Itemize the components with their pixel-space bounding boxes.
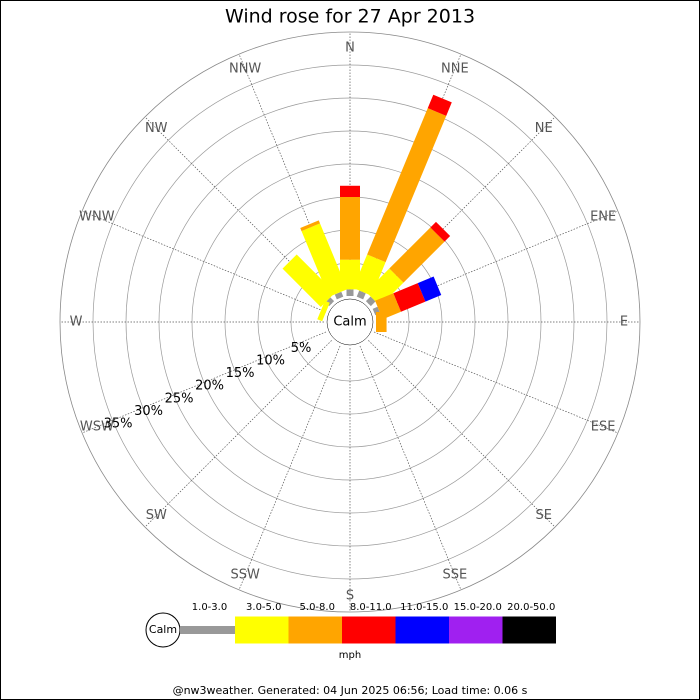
bar-segment bbox=[375, 312, 387, 332]
bar-segment bbox=[427, 94, 452, 116]
bar-segment bbox=[340, 185, 360, 197]
spoke bbox=[368, 116, 556, 304]
calm-circle bbox=[326, 298, 374, 346]
direction-label: SE bbox=[536, 508, 552, 523]
legend-swatch bbox=[342, 616, 396, 644]
spoke bbox=[144, 340, 332, 528]
legend-label: 3.0-5.0 bbox=[246, 602, 281, 613]
legend-label: 20.0-50.0 bbox=[507, 602, 555, 613]
bar-segment bbox=[389, 227, 445, 283]
bar-segment bbox=[301, 223, 348, 297]
direction-label: E bbox=[620, 315, 628, 330]
spoke bbox=[238, 53, 341, 299]
legend-label: 15.0-20.0 bbox=[454, 602, 502, 613]
bar-segment bbox=[353, 254, 386, 296]
bar-segment bbox=[367, 108, 447, 263]
bar-segment bbox=[430, 221, 451, 242]
direction-label: WNW bbox=[79, 210, 115, 225]
legend-calm-label: Calm bbox=[149, 623, 177, 636]
direction-label: WSW bbox=[80, 419, 114, 434]
legend-swatch bbox=[288, 616, 342, 644]
legend-label: 8.0-11.0 bbox=[350, 602, 392, 613]
direction-label: NNW bbox=[229, 61, 261, 76]
legend-swatch bbox=[449, 616, 503, 644]
bar-segment bbox=[346, 289, 354, 296]
bar-segment bbox=[300, 220, 320, 232]
legend-swatch bbox=[502, 616, 556, 644]
bar-segment bbox=[340, 197, 360, 260]
ring-label: 20% bbox=[195, 379, 224, 394]
legend-label: 5.0-8.0 bbox=[300, 602, 335, 613]
spoke bbox=[144, 116, 332, 304]
legend-swatch bbox=[395, 616, 449, 644]
direction-label: ESE bbox=[591, 419, 616, 434]
direction-label: SSW bbox=[230, 568, 260, 583]
chart-title: Wind rose for 27 Apr 2013 bbox=[225, 6, 475, 28]
outer-ring bbox=[59, 31, 641, 613]
legend-swatch bbox=[235, 616, 289, 644]
bar-segment bbox=[340, 259, 360, 290]
spoke bbox=[359, 53, 462, 299]
ring-label: 30% bbox=[134, 404, 163, 419]
spoke bbox=[81, 210, 327, 313]
bar-segment bbox=[282, 254, 335, 307]
bar-segment bbox=[334, 291, 344, 300]
spoke bbox=[373, 331, 619, 434]
direction-label: ENE bbox=[590, 210, 616, 225]
legend-unit: mph bbox=[339, 650, 361, 661]
legend-label: 1.0-3.0 bbox=[192, 602, 227, 613]
ring-label: 10% bbox=[256, 353, 285, 368]
ring-label: 5% bbox=[291, 341, 312, 356]
bar-segment bbox=[365, 296, 376, 307]
direction-label: NW bbox=[145, 121, 168, 136]
direction-label: W bbox=[70, 315, 83, 330]
spoke bbox=[368, 340, 556, 528]
bar-segment bbox=[393, 283, 426, 312]
spoke bbox=[359, 345, 462, 591]
legend-label: 11.0-15.0 bbox=[400, 602, 448, 613]
legend-swatch bbox=[180, 626, 235, 634]
calm-label: Calm bbox=[333, 315, 366, 330]
bar-segment bbox=[356, 290, 366, 300]
footer: @nw3weather. Generated: 04 Jun 2025 06:5… bbox=[173, 684, 528, 697]
direction-label: N bbox=[345, 41, 355, 56]
spoke bbox=[81, 331, 327, 434]
ring-label: 15% bbox=[226, 366, 255, 381]
ring-label: 25% bbox=[165, 391, 194, 406]
bar-segment bbox=[417, 276, 442, 302]
direction-label: NE bbox=[535, 121, 553, 136]
direction-label: NNE bbox=[441, 61, 469, 76]
direction-label: SSE bbox=[442, 568, 467, 583]
ring-label: 35% bbox=[104, 417, 133, 432]
bar-segment bbox=[317, 300, 330, 322]
spoke bbox=[238, 345, 341, 591]
bar-segment bbox=[365, 268, 404, 307]
direction-label: S bbox=[346, 589, 354, 604]
spoke bbox=[373, 210, 619, 313]
direction-label: SW bbox=[146, 508, 167, 523]
